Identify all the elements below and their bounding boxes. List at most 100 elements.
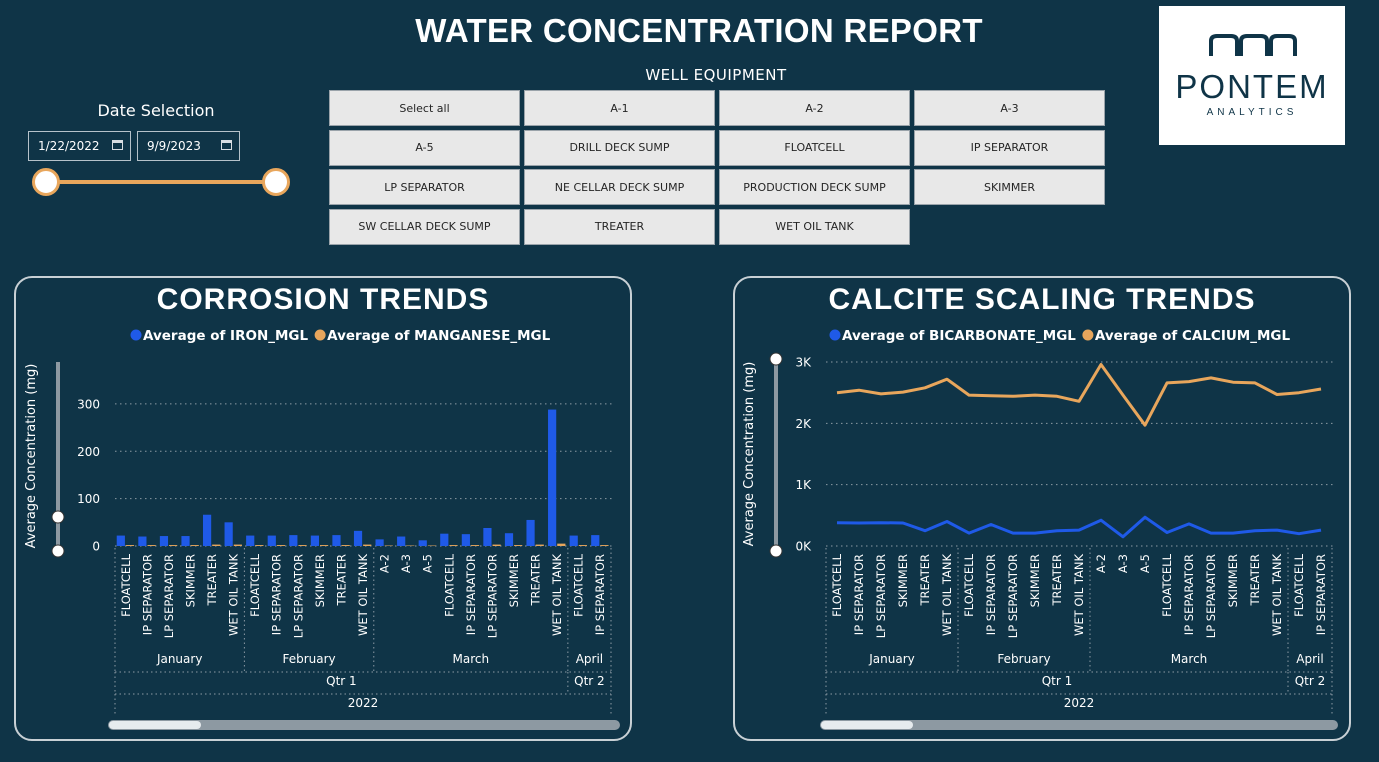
bar-manganese xyxy=(341,545,350,546)
equipment-button-sw-cellar-deck-sump[interactable]: SW CELLAR DECK SUMP xyxy=(329,208,520,245)
bar-iron xyxy=(375,539,384,546)
month-label: March xyxy=(1171,652,1208,666)
x-category-label: SKIMMER xyxy=(1028,554,1042,607)
y-zoom-handle-lower[interactable] xyxy=(51,544,65,558)
bar-iron xyxy=(591,535,600,546)
legend-label-1: Average of IRON_MGL xyxy=(143,328,309,344)
equipment-button-floatcell[interactable]: FLOATCELL xyxy=(719,129,910,166)
equipment-button-lp-separator[interactable]: LP SEPARATOR xyxy=(329,169,520,205)
end-date-input[interactable]: 9/9/2023 xyxy=(137,131,240,161)
equipment-button-a-3[interactable]: A-3 xyxy=(914,90,1105,126)
equipment-button-a-1[interactable]: A-1 xyxy=(524,90,715,126)
equipment-button-treater[interactable]: TREATER xyxy=(524,208,715,245)
x-category-label: SKIMMER xyxy=(1226,554,1240,607)
date-range-slider-track[interactable] xyxy=(46,180,276,184)
equipment-button-drill-deck-sump[interactable]: DRILL DECK SUMP xyxy=(524,129,715,166)
x-category-label: IP SEPARATOR xyxy=(593,554,607,635)
corrosion-trends-panel: CORROSION TRENDS Average of IRON_MGL Aver… xyxy=(14,276,632,741)
bar-manganese xyxy=(298,545,307,546)
calcite-scaling-panel: CALCITE SCALING TRENDS Average of BICARB… xyxy=(733,276,1351,741)
calendar-icon[interactable] xyxy=(112,140,123,150)
x-category-label: A-3 xyxy=(399,554,413,573)
calendar-icon[interactable] xyxy=(221,140,232,150)
bar-iron xyxy=(397,536,406,546)
x-category-label: LP SEPARATOR xyxy=(874,554,888,638)
equipment-button-production-deck-sump[interactable]: PRODUCTION DECK SUMP xyxy=(719,169,910,205)
logo-subtitle: ANALYTICS xyxy=(1206,107,1298,118)
equipment-button-select-all[interactable]: Select all xyxy=(329,90,520,126)
x-category-label: FLOATCELL xyxy=(442,553,456,616)
y-tick-label: 100 xyxy=(77,492,100,506)
equipment-button-skimmer[interactable]: SKIMMER xyxy=(914,169,1105,205)
date-selection-label: Date Selection xyxy=(97,101,215,120)
month-label: January xyxy=(868,652,915,666)
x-category-label: TREATER xyxy=(205,554,219,607)
horizontal-scrollbar-thumb[interactable] xyxy=(109,721,201,729)
y-zoom-handle-lower[interactable] xyxy=(769,544,783,558)
month-label: January xyxy=(156,652,203,666)
year-label: 2022 xyxy=(348,696,379,710)
x-category-label: IP SEPARATOR xyxy=(1314,554,1328,635)
start-date-input[interactable]: 1/22/2022 xyxy=(28,131,131,161)
legend-marker-1 xyxy=(829,329,841,341)
x-category-label: FLOATCELL xyxy=(1160,553,1174,616)
bar-iron xyxy=(353,530,363,546)
end-date-value: 9/9/2023 xyxy=(147,139,201,153)
quarter-label: Qtr 1 xyxy=(326,674,357,688)
bar-manganese xyxy=(557,543,566,546)
bar-iron xyxy=(418,540,427,546)
bar-manganese xyxy=(449,545,458,546)
equipment-button-ne-cellar-deck-sump[interactable]: NE CELLAR DECK SUMP xyxy=(524,169,715,205)
x-category-label: TREATER xyxy=(918,554,932,607)
horizontal-scrollbar-track[interactable] xyxy=(820,720,1338,730)
date-slider-end-handle[interactable] xyxy=(262,168,290,196)
bar-manganese xyxy=(578,545,587,546)
bar-manganese xyxy=(233,544,242,546)
y-tick-label: 3K xyxy=(795,356,812,370)
bar-manganese xyxy=(320,545,329,546)
x-category-label: A-2 xyxy=(378,554,392,573)
bar-manganese xyxy=(169,545,178,546)
bar-manganese xyxy=(363,544,372,546)
x-category-label: LP SEPARATOR xyxy=(162,554,176,638)
date-slider-start-handle[interactable] xyxy=(32,168,60,196)
horizontal-scrollbar-thumb[interactable] xyxy=(821,721,913,729)
x-category-label: IP SEPARATOR xyxy=(464,554,478,635)
bar-iron xyxy=(440,533,449,546)
bar-manganese xyxy=(470,545,480,546)
bar-iron xyxy=(202,514,212,546)
well-equipment-label: WELL EQUIPMENT xyxy=(645,66,787,84)
x-category-label: IP SEPARATOR xyxy=(984,554,998,635)
x-category-label: FLOATCELL xyxy=(830,553,844,616)
y-axis-label: Average Concentration (mg) xyxy=(24,364,39,549)
y-tick-label: 300 xyxy=(77,397,100,411)
x-category-label: WET OIL TANK xyxy=(1270,554,1284,636)
y-tick-label: 0K xyxy=(795,540,812,554)
y-axis-label: Average Concentration (mg) xyxy=(742,362,757,547)
y-tick-label: 2K xyxy=(795,417,812,431)
horizontal-scrollbar-track[interactable] xyxy=(108,720,620,730)
bar-manganese xyxy=(384,545,393,547)
x-category-label: TREATER xyxy=(529,554,543,607)
month-label: April xyxy=(1296,652,1323,666)
month-label: March xyxy=(453,652,490,666)
equipment-button-ip-separator[interactable]: IP SEPARATOR xyxy=(914,129,1105,166)
y-zoom-handle-upper[interactable] xyxy=(51,510,65,524)
equipment-button-a-2[interactable]: A-2 xyxy=(719,90,910,126)
x-category-label: WET OIL TANK xyxy=(940,554,954,636)
bar-iron xyxy=(224,522,233,546)
bar-manganese xyxy=(535,544,544,546)
logo-wordmark: PONTEM xyxy=(1175,68,1329,105)
bar-iron xyxy=(526,519,535,546)
y-zoom-handle-upper[interactable] xyxy=(769,352,783,366)
legend-label-1: Average of BICARBONATE_MGL xyxy=(842,328,1076,344)
line-series-bicarbonate xyxy=(836,515,1322,539)
equipment-button-wet-oil-tank[interactable]: WET OIL TANK xyxy=(719,208,910,245)
equipment-button-a-5[interactable]: A-5 xyxy=(329,129,520,166)
x-category-label: SKIMMER xyxy=(183,554,197,607)
bar-iron xyxy=(548,409,557,546)
x-category-label: WET OIL TANK xyxy=(227,554,241,636)
corrosion-chart-title: CORROSION TRENDS xyxy=(156,283,490,316)
bar-iron xyxy=(159,536,169,546)
y-tick-label: 200 xyxy=(77,445,100,459)
